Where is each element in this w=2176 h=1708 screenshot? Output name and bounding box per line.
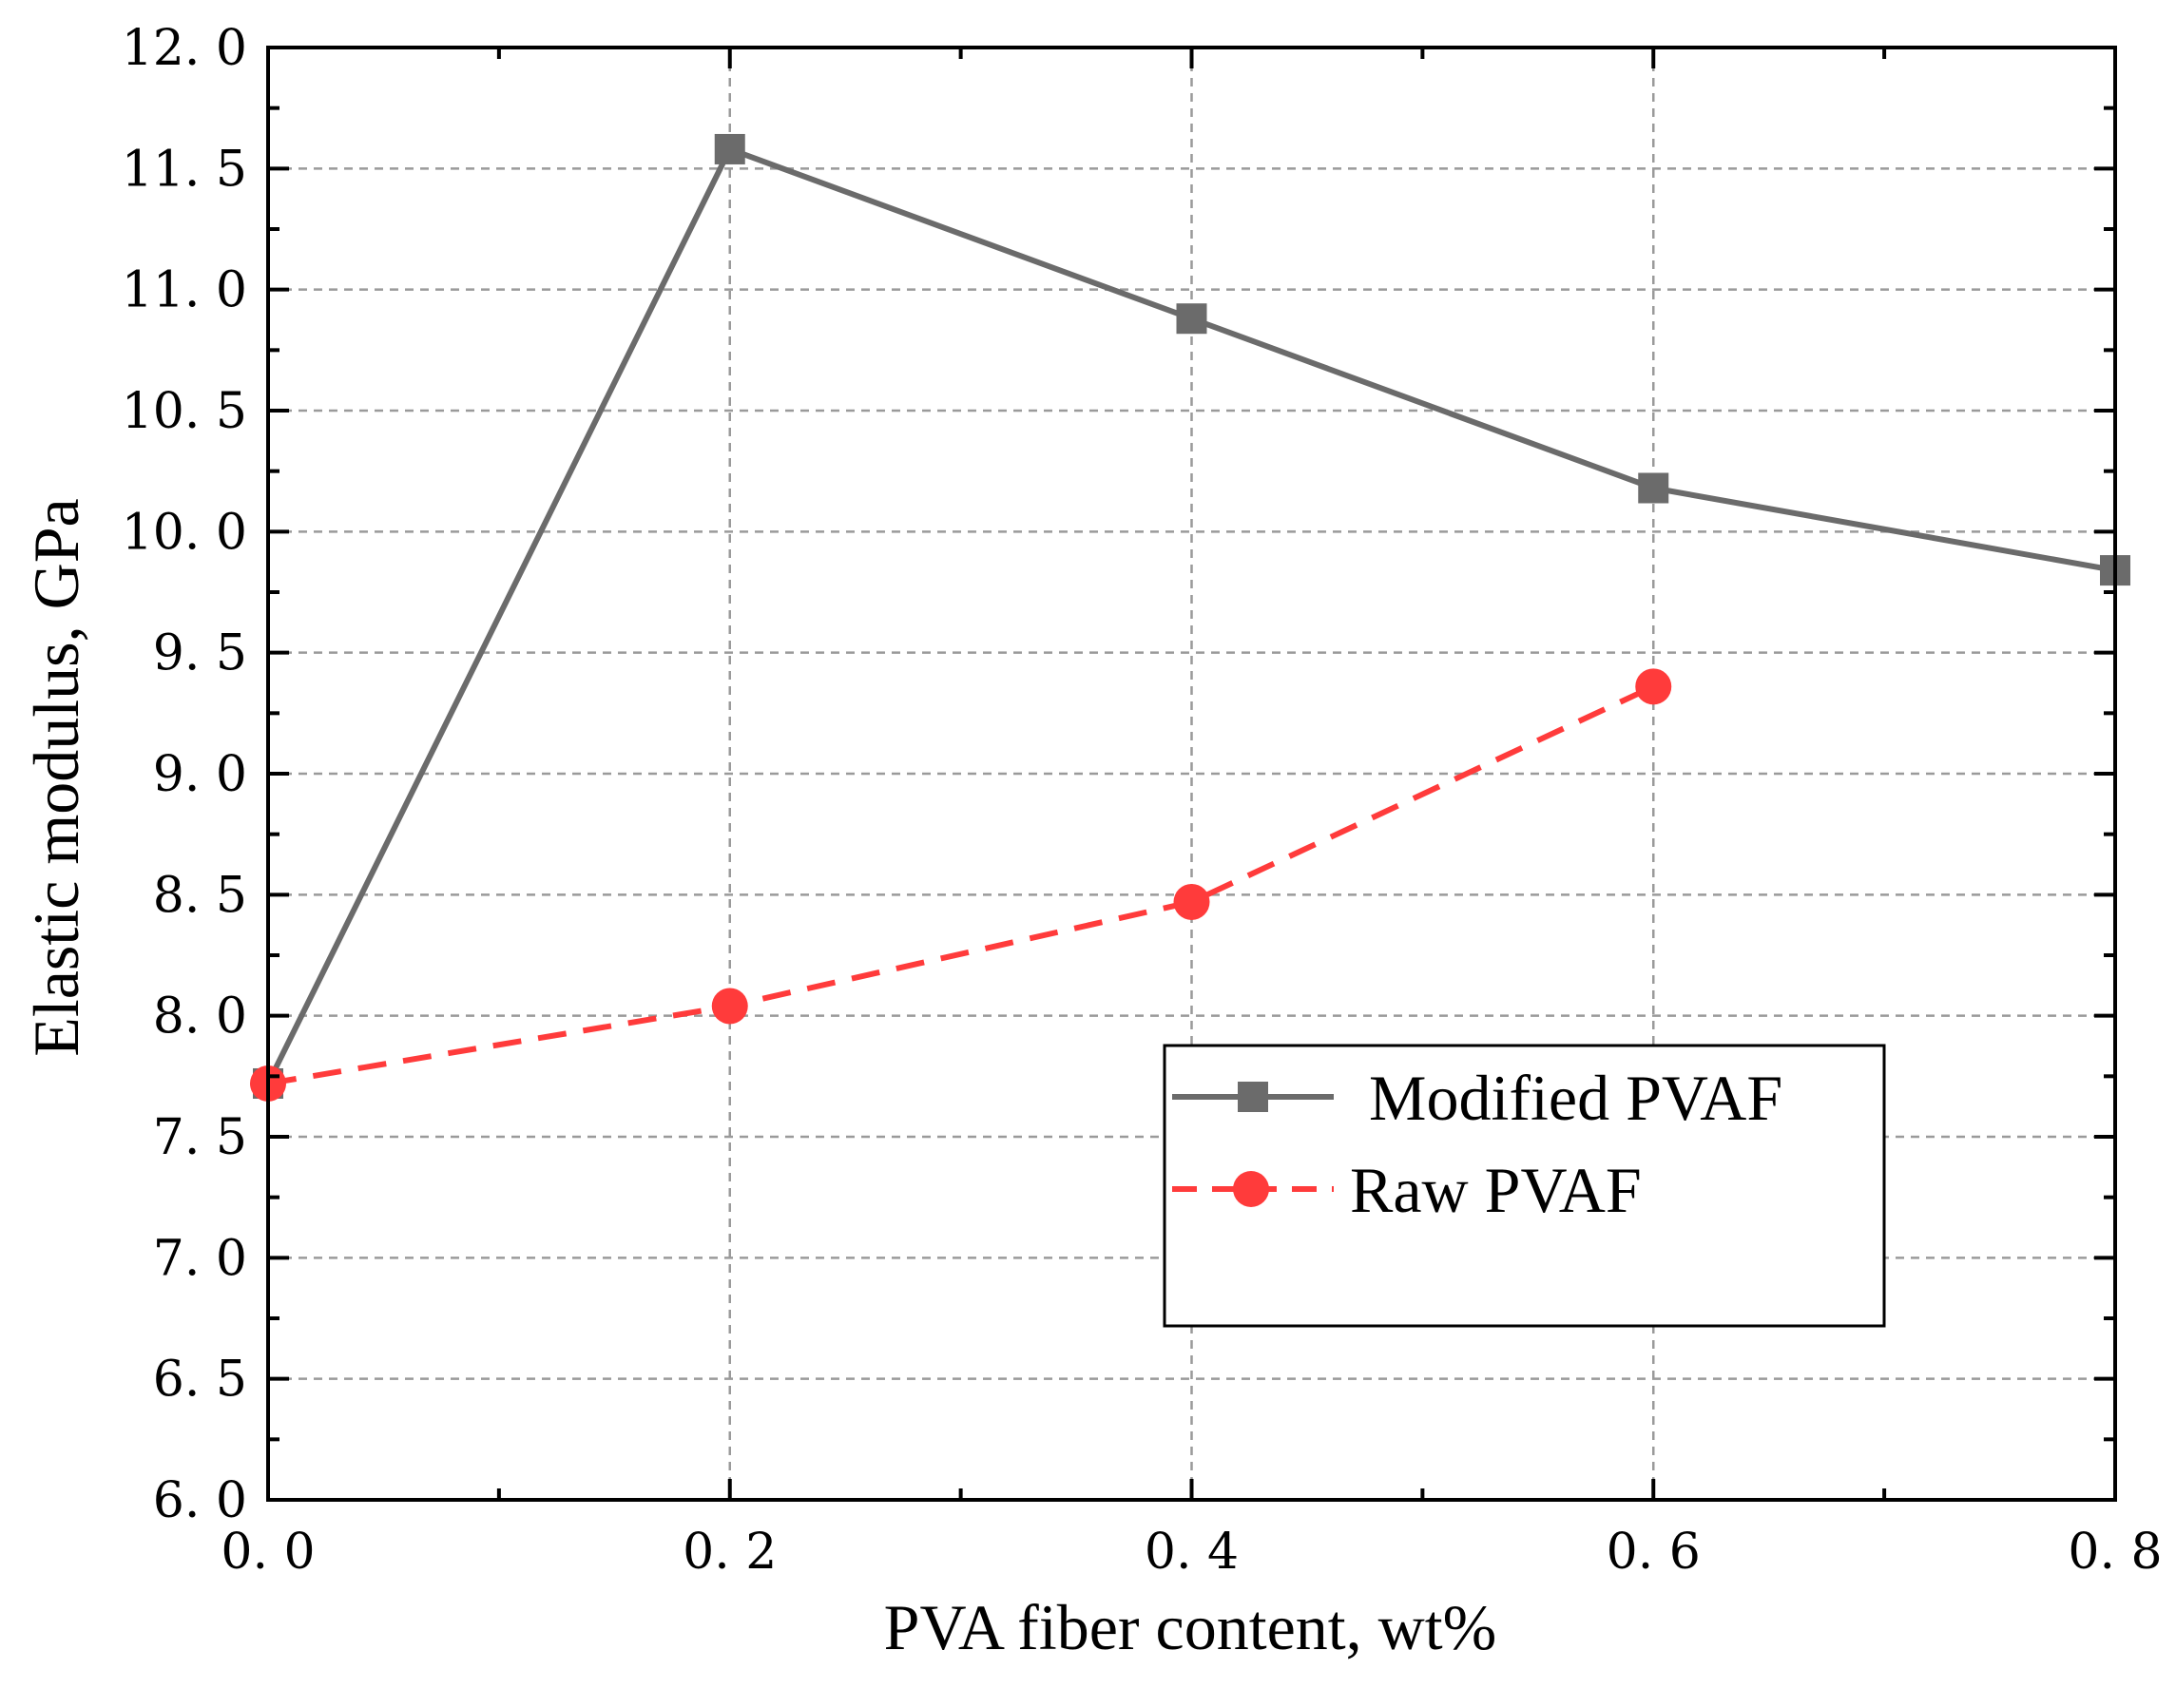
- legend-label-modified: Modified PVAF: [1369, 1062, 1782, 1134]
- y-tick-label: 11. 0: [122, 262, 247, 319]
- y-tick-label: 6. 0: [153, 1472, 247, 1529]
- x-tick-label: 0. 6: [1607, 1524, 1701, 1581]
- data-point-square: [714, 133, 745, 164]
- label-layer: 6. 0 6. 5 7. 0 7. 5 8. 0 8. 5 9. 0 9. 5 10. 0 10.…: [122, 20, 2163, 1581]
- tick-layer: [266, 46, 2117, 1502]
- legend-marker-raw: [1233, 1171, 1269, 1207]
- x-axis-title: PVA fiber content, wt%: [884, 1591, 1497, 1663]
- data-point-square: [1176, 303, 1207, 335]
- y-tick-label: 10. 0: [122, 504, 247, 561]
- x-tick-label: 0. 8: [2068, 1524, 2162, 1581]
- legend-label-raw: Raw PVAF: [1350, 1154, 1642, 1226]
- y-tick-label: 7. 5: [153, 1109, 247, 1166]
- legend-marker-modified: [1238, 1082, 1268, 1112]
- data-point-circle: [1635, 668, 1672, 705]
- y-tick-label: 8. 5: [153, 867, 247, 924]
- y-axis-title: Elastic modulus, GPa: [20, 498, 92, 1056]
- y-tick-label: 9. 5: [153, 625, 247, 682]
- data-point-circle: [711, 988, 748, 1025]
- series-line-raw-pvaf: [267, 683, 1655, 1086]
- x-tick-label: 0. 4: [1145, 1524, 1239, 1581]
- data-point-square: [1638, 472, 1669, 504]
- x-tick-label: 0. 2: [683, 1524, 777, 1581]
- x-tick-label: 0. 0: [221, 1524, 315, 1581]
- y-tick-label: 11. 5: [122, 141, 247, 198]
- y-tick-label: 7. 0: [153, 1230, 247, 1287]
- y-tick-label: 6. 5: [153, 1352, 247, 1409]
- data-point-circle: [1173, 883, 1210, 920]
- y-tick-label: 10. 5: [122, 383, 247, 440]
- legend-box: [1163, 1044, 1886, 1328]
- y-tick-label: 8. 0: [153, 988, 247, 1046]
- legend: Modified PVAF Raw PVAF: [1163, 1044, 1886, 1328]
- y-tick-label: 12. 0: [122, 20, 247, 77]
- y-tick-label: 9. 0: [153, 746, 247, 803]
